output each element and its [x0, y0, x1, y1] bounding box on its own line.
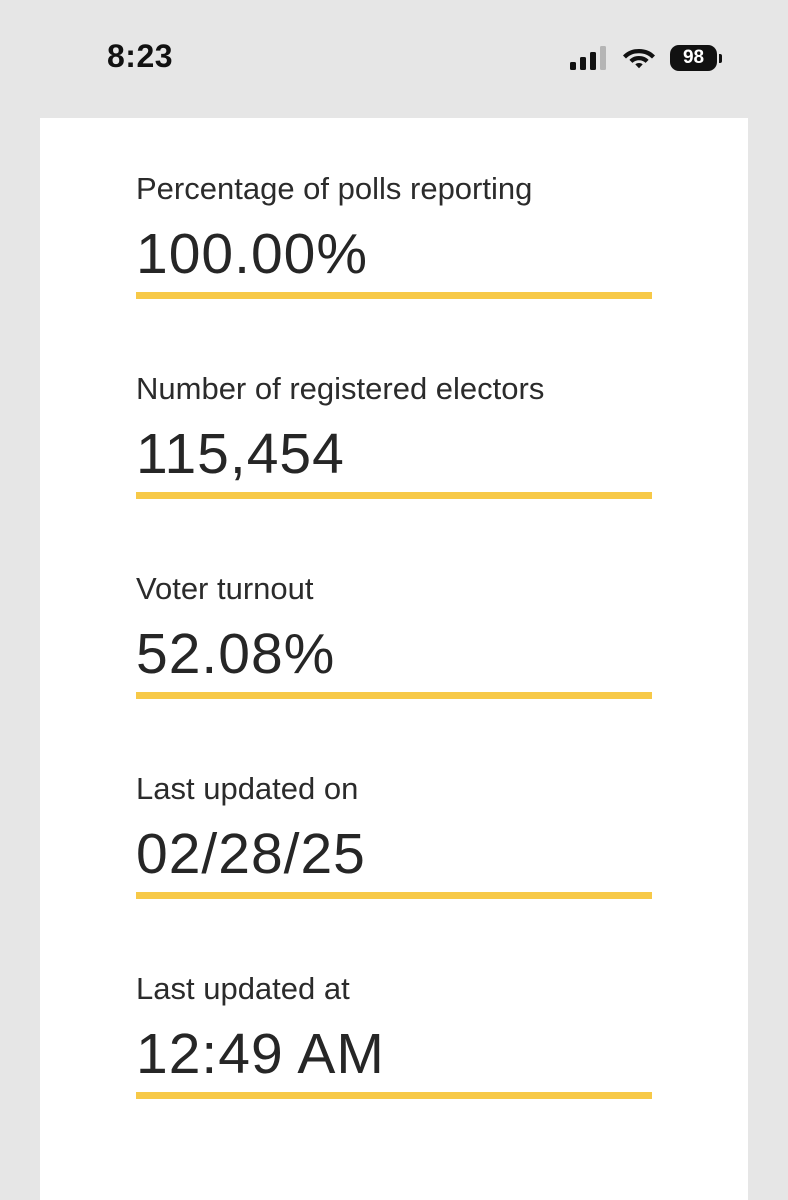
divider-rule [136, 892, 652, 899]
status-icons: 98 [570, 44, 722, 72]
stat-label: Last updated on [136, 771, 359, 806]
status-time: 8:23 [107, 38, 174, 74]
status-bar: 8:23 98 [0, 0, 788, 118]
cellular-signal-icon [570, 46, 606, 70]
battery-icon: 98 [670, 44, 722, 72]
stat-registered-electors: Number of registered electors 115,454 [136, 370, 652, 499]
divider-rule [136, 692, 652, 699]
stat-label: Number of registered electors [136, 371, 545, 406]
battery-level: 98 [670, 45, 718, 71]
results-card: Percentage of polls reporting 100.00% Nu… [40, 118, 748, 1200]
stat-label: Voter turnout [136, 571, 314, 606]
battery-cap [719, 53, 722, 63]
stat-value: 12:49 AM [136, 1022, 385, 1086]
stat-value: 115,454 [136, 422, 345, 486]
stat-value: 02/28/25 [136, 822, 366, 886]
stat-label: Percentage of polls reporting [136, 171, 533, 206]
stat-value: 100.00% [136, 222, 369, 286]
divider-rule [136, 1092, 652, 1099]
divider-rule [136, 492, 652, 499]
wifi-icon [623, 49, 655, 69]
stat-label: Last updated at [136, 971, 350, 1006]
stat-value: 52.08% [136, 622, 336, 686]
stat-polls-reporting: Percentage of polls reporting 100.00% [136, 170, 652, 299]
stat-last-updated-at: Last updated at 12:49 AM [136, 970, 652, 1099]
stat-voter-turnout: Voter turnout 52.08% [136, 570, 652, 699]
stat-last-updated-on: Last updated on 02/28/25 [136, 770, 652, 899]
divider-rule [136, 292, 652, 299]
